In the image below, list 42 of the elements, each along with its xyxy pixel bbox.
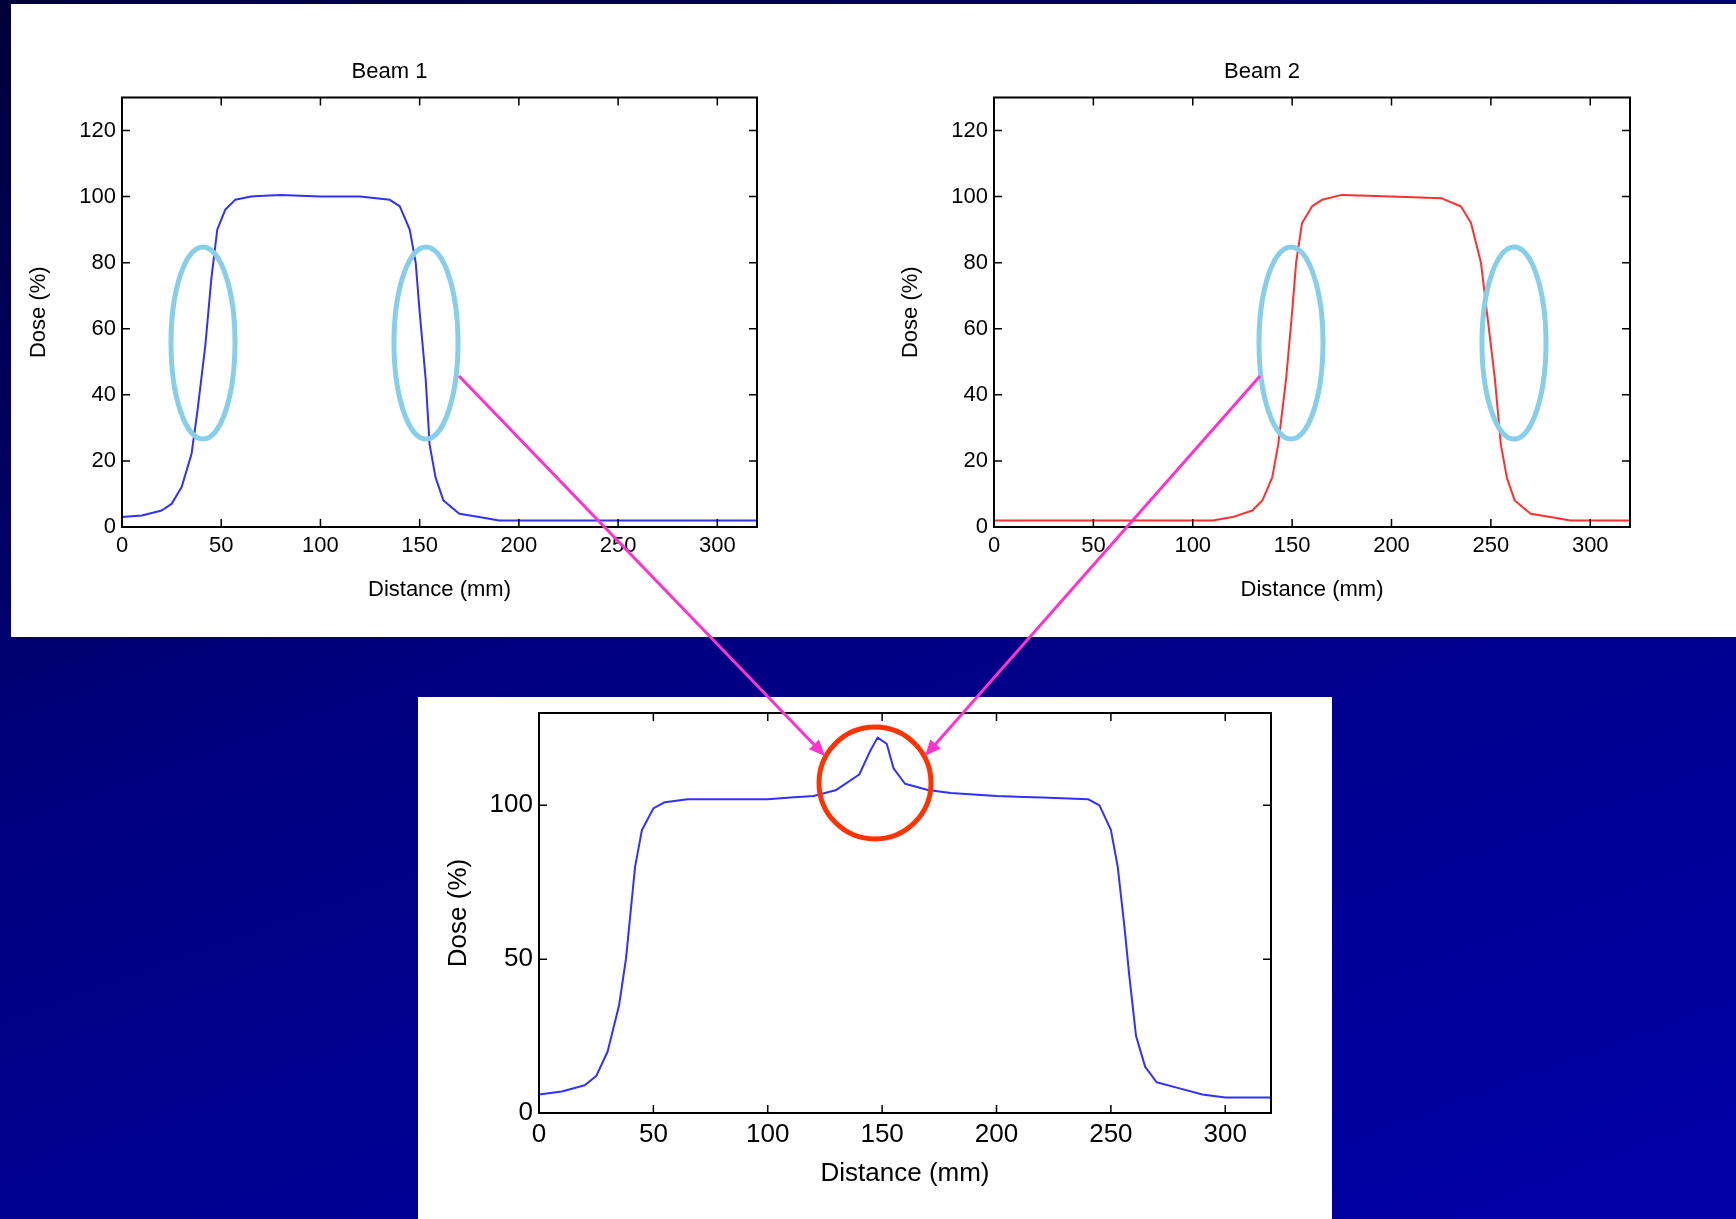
x-tick-label: 50 bbox=[208, 532, 234, 558]
y-tick-label: 80 bbox=[963, 248, 988, 274]
y-tick-label: 50 bbox=[504, 942, 533, 973]
y-tick-label: 100 bbox=[951, 182, 988, 208]
x-tick-label: 200 bbox=[500, 532, 538, 558]
y-tick-label: 80 bbox=[91, 248, 116, 274]
y-tick-label: 0 bbox=[975, 513, 988, 539]
y-tick-label: 120 bbox=[951, 116, 988, 142]
x-tick-label: 100 bbox=[746, 1117, 790, 1148]
y-tick-label: 100 bbox=[489, 788, 533, 819]
x-axis-title: Distance (mm) bbox=[820, 1156, 990, 1187]
chart-title: Beam 2 bbox=[1224, 58, 1300, 84]
x-tick-label: 250 bbox=[1089, 1117, 1133, 1148]
chart-title: Beam 1 bbox=[351, 58, 428, 84]
y-tick-label: 40 bbox=[91, 380, 116, 406]
x-tick-label: 200 bbox=[974, 1117, 1019, 1148]
y-tick-label: 100 bbox=[79, 182, 116, 208]
y-axis-title: Dose (%) bbox=[25, 266, 51, 359]
x-tick-label: 100 bbox=[1174, 532, 1212, 558]
x-tick-label: 250 bbox=[1472, 532, 1510, 558]
y-tick-label: 120 bbox=[79, 116, 116, 142]
x-tick-label: 300 bbox=[698, 532, 736, 558]
x-tick-label: 200 bbox=[1373, 532, 1410, 558]
y-tick-label: 60 bbox=[91, 314, 116, 340]
x-tick-label: 300 bbox=[1571, 532, 1609, 558]
y-axis-title: Dose (%) bbox=[897, 266, 923, 359]
y-axis-title: Dose (%) bbox=[441, 858, 472, 968]
y-tick-label: 60 bbox=[963, 314, 988, 340]
y-tick-label: 20 bbox=[91, 446, 116, 472]
x-tick-label: 100 bbox=[302, 532, 339, 558]
y-tick-label: 40 bbox=[963, 380, 988, 406]
y-tick-label: 20 bbox=[963, 446, 988, 472]
y-tick-label: 0 bbox=[518, 1096, 533, 1127]
x-tick-label: 50 bbox=[638, 1117, 668, 1148]
x-tick-label: 150 bbox=[401, 532, 439, 558]
x-tick-label: 150 bbox=[1273, 532, 1311, 558]
y-tick-label: 0 bbox=[103, 513, 116, 539]
x-tick-label: 50 bbox=[1081, 532, 1106, 558]
x-tick-label: 150 bbox=[860, 1117, 904, 1148]
x-tick-label: 300 bbox=[1203, 1117, 1247, 1148]
x-axis-title: Distance (mm) bbox=[1240, 575, 1384, 601]
x-axis-title: Distance (mm) bbox=[367, 575, 512, 601]
